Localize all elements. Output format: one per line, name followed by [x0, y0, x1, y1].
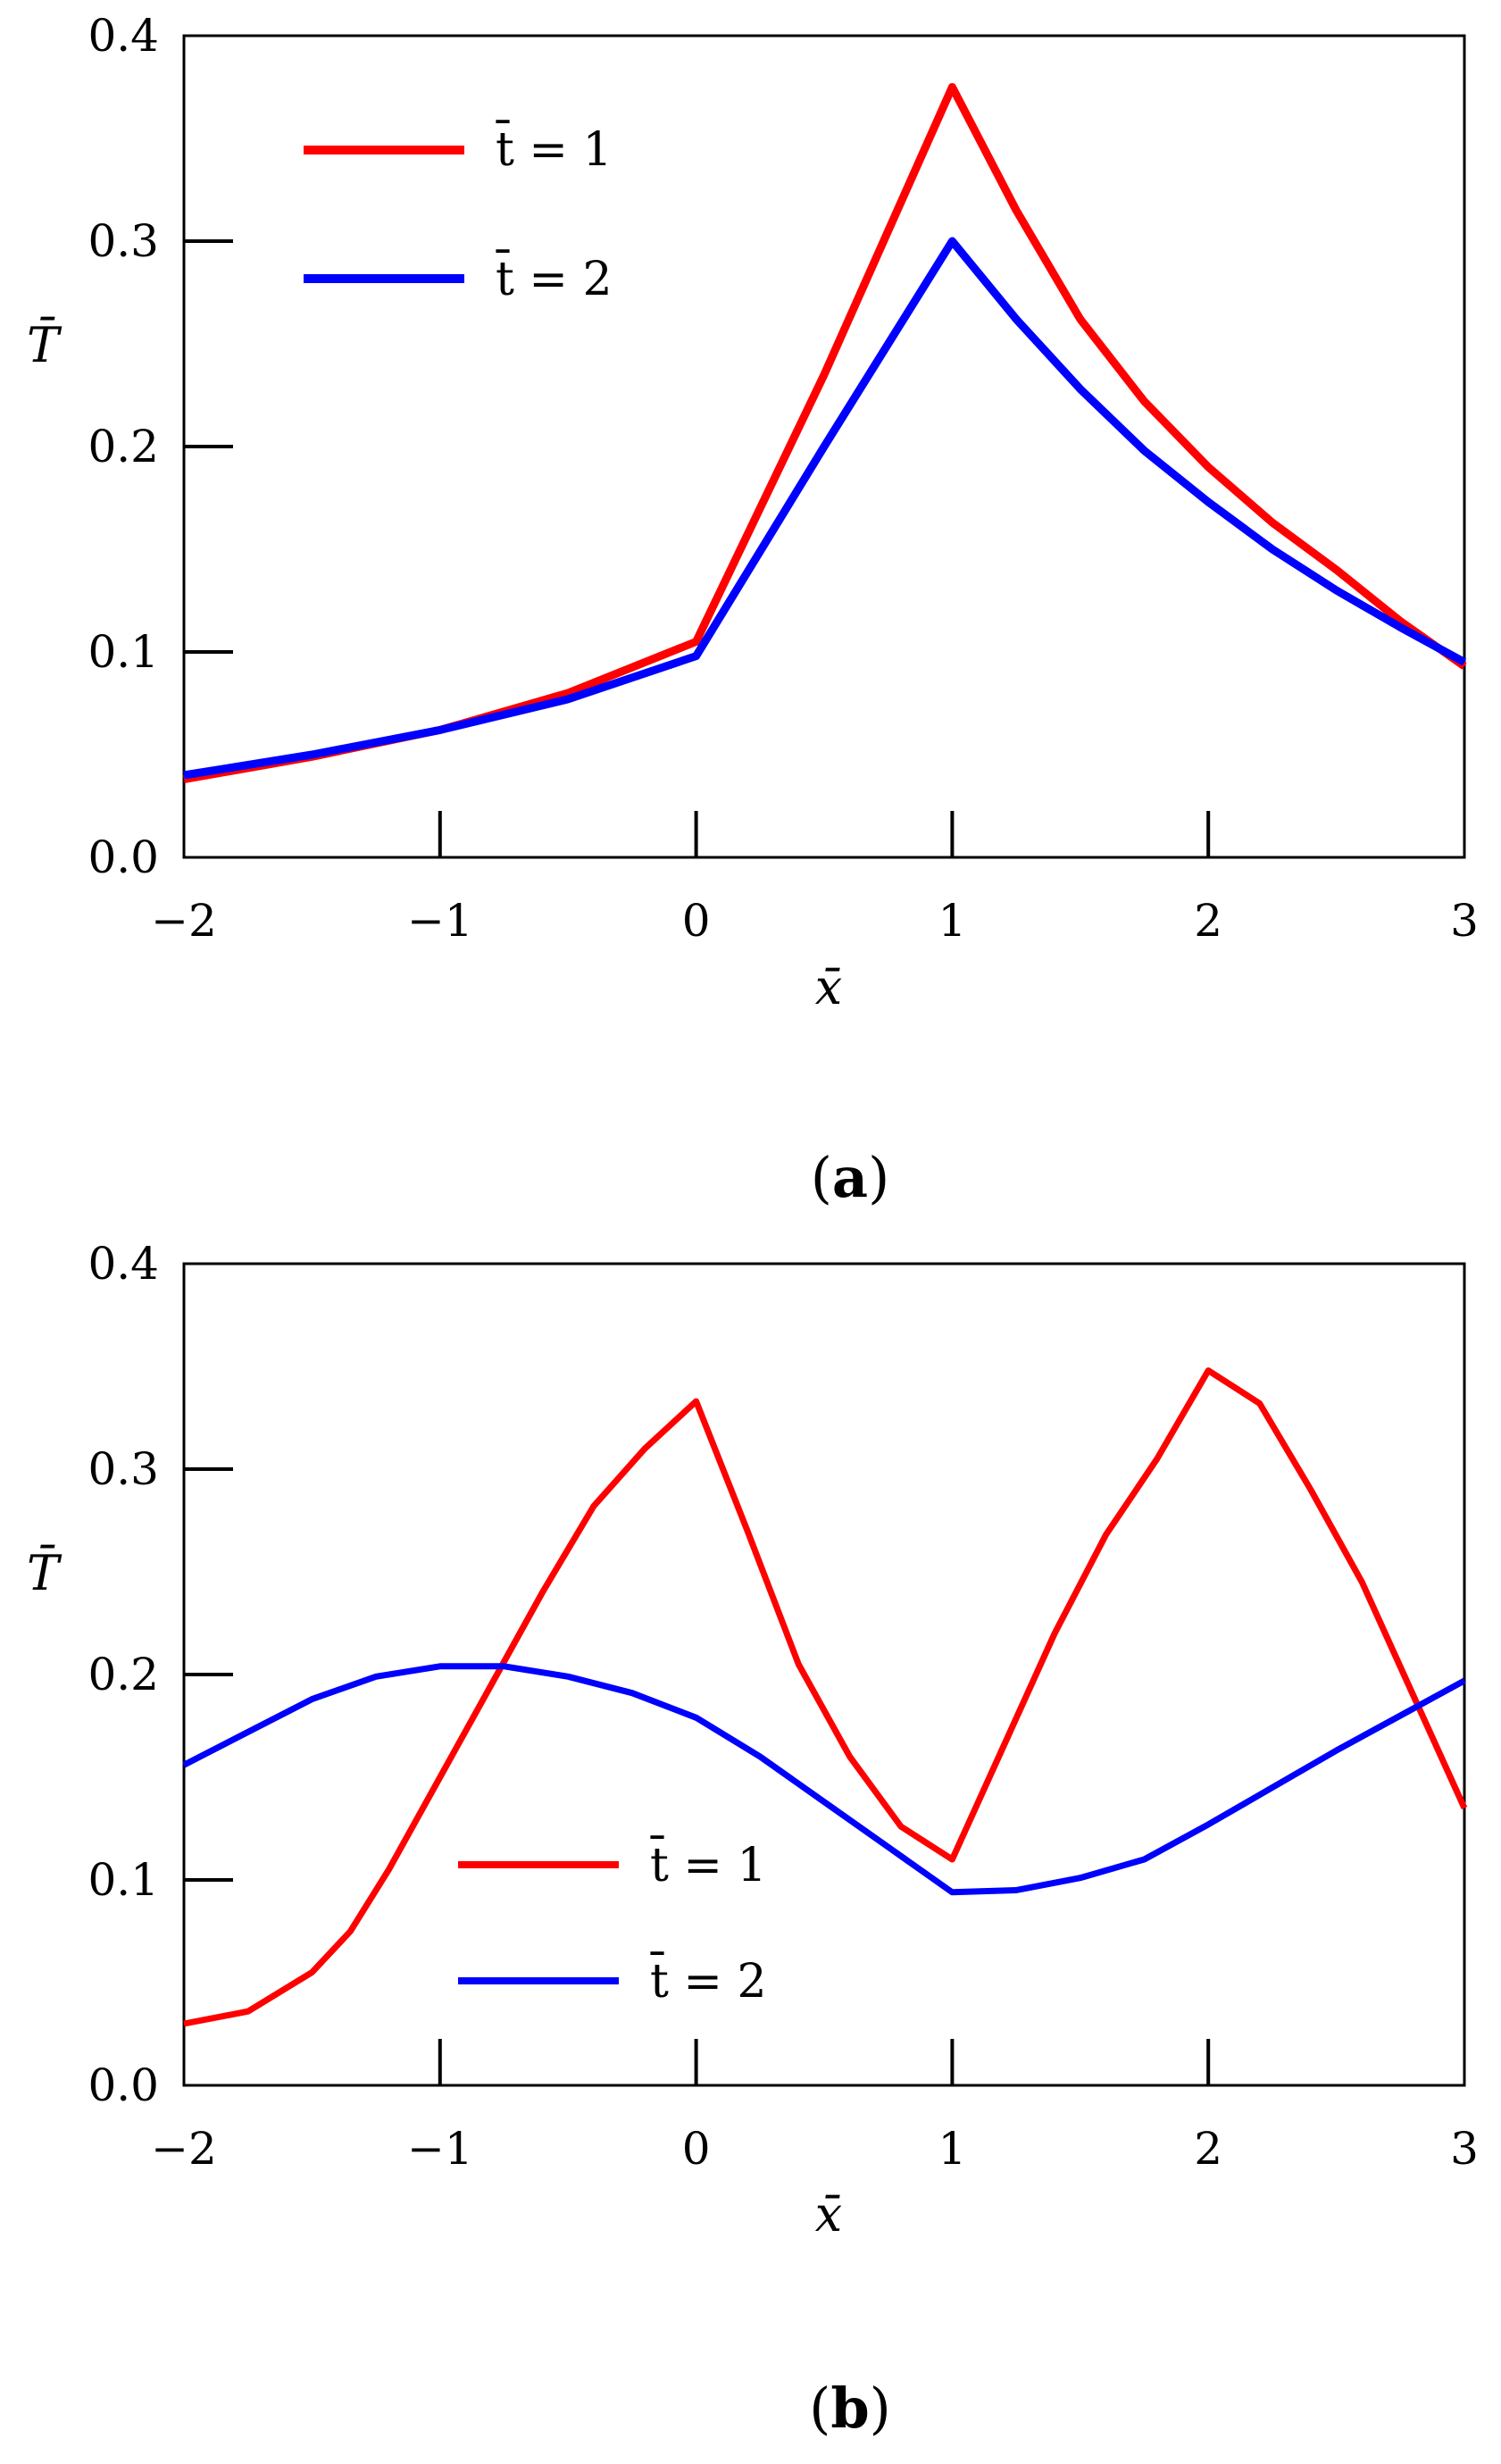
x-tick-label-a-5: 3 — [1450, 895, 1479, 947]
y-axis-label-a: T̄ — [27, 316, 63, 373]
y-tick-label-b-4: 0.4 — [88, 1238, 159, 1290]
ticks-a: −2 −1 0 1 2 3 0.0 0.1 0.2 0.3 0.4 — [88, 10, 1478, 947]
x-tick-label-a-1: −1 — [407, 895, 473, 947]
series-line-a-2 — [183, 237, 1467, 780]
x-tick-label-b-4: 2 — [1194, 2123, 1222, 2175]
x-tick-label-a-2: 0 — [682, 895, 711, 947]
panel-label-a-letter: a — [832, 1145, 868, 1210]
x-tick-label-a-4: 2 — [1194, 895, 1222, 947]
series-a — [183, 83, 1467, 784]
legend-b-label-1: t̄ = 1 — [650, 1836, 767, 1892]
y-tick-label-a-4: 0.4 — [88, 10, 159, 62]
series-line-b-1 — [183, 1367, 1468, 2027]
y-tick-label-a-2: 0.2 — [88, 421, 159, 472]
legend-a-label-2: t̄ = 2 — [496, 250, 613, 306]
series-b — [182, 1367, 1468, 2027]
x-tick-label-b-2: 0 — [682, 2123, 711, 2175]
x-axis-label-b: x̄ — [815, 2186, 842, 2243]
y-axis-label-b: T̄ — [27, 1544, 63, 1601]
x-axis-label-a: x̄ — [815, 959, 842, 1015]
ticks-b: −2 −1 0 1 2 3 0.0 0.1 0.2 0.3 0.4 — [88, 1238, 1478, 2175]
x-tick-label-b-1: −1 — [407, 2123, 473, 2175]
series-line-a-1 — [183, 83, 1467, 784]
x-tick-label-a-0: −2 — [151, 895, 217, 947]
y-tick-label-a-0: 0.0 — [88, 831, 159, 883]
panel-label-a: (a) — [811, 1145, 890, 1210]
panel-label-b: (b) — [809, 2376, 891, 2441]
x-tick-label-a-3: 1 — [938, 895, 966, 947]
legend-a-label-1: t̄ = 1 — [496, 121, 613, 177]
legend-b: t̄ = 1 t̄ = 2 — [458, 1836, 767, 2009]
legend-a: t̄ = 1 t̄ = 2 — [304, 121, 613, 306]
series-line-b-2 — [182, 1663, 1466, 1896]
y-tick-label-b-0: 0.0 — [88, 2059, 159, 2111]
panel-a: −2 −1 0 1 2 3 0.0 0.1 0.2 0.3 0.4 x̄ T̄ t̄ = 1 t̄ … — [27, 10, 1479, 1210]
y-tick-label-b-3: 0.3 — [88, 1443, 159, 1495]
panel-label-b-letter: b — [830, 2376, 869, 2441]
legend-b-label-2: t̄ = 2 — [650, 1952, 767, 2009]
panel-b: −2 −1 0 1 2 3 0.0 0.1 0.2 0.3 0.4 x̄ T̄ t̄ = 1 t̄ … — [27, 1238, 1479, 2441]
x-tick-label-b-3: 1 — [938, 2123, 966, 2175]
y-tick-label-b-2: 0.2 — [88, 1649, 159, 1700]
x-tick-label-b-5: 3 — [1450, 2123, 1479, 2175]
y-tick-label-a-3: 0.3 — [88, 215, 159, 267]
y-tick-label-b-1: 0.1 — [88, 1854, 159, 1906]
y-tick-label-a-1: 0.1 — [88, 626, 159, 678]
x-tick-label-b-0: −2 — [151, 2123, 217, 2175]
